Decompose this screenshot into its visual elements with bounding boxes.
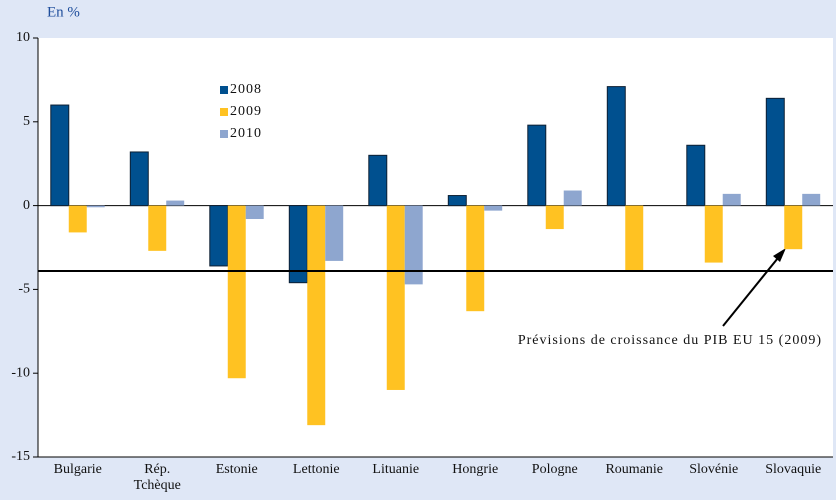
y-tick-label: -15 bbox=[11, 449, 30, 464]
x-tick-label: Rép. Tchèque bbox=[133, 462, 181, 493]
y-tick-label: -5 bbox=[18, 282, 30, 297]
y-tick-label: 0 bbox=[23, 198, 30, 213]
arrow-head bbox=[773, 248, 786, 262]
bar bbox=[227, 205, 246, 379]
bar bbox=[368, 154, 388, 207]
legend-swatch bbox=[220, 130, 228, 138]
bar bbox=[307, 205, 326, 426]
x-tick-label: Slovénie bbox=[689, 462, 739, 477]
bar bbox=[545, 205, 564, 230]
unit-label: En % bbox=[47, 4, 80, 20]
x-tick-label: Roumanie bbox=[605, 462, 664, 477]
x-tick-label: Bulgarie bbox=[53, 462, 102, 477]
bar bbox=[625, 205, 644, 271]
x-tick-label: Lituanie bbox=[372, 462, 420, 477]
legend-swatch bbox=[220, 108, 228, 116]
bar bbox=[784, 205, 803, 250]
y-tick-label: 5 bbox=[23, 114, 30, 129]
x-tick-label: Lettonie bbox=[292, 462, 340, 477]
legend-swatch bbox=[220, 86, 228, 94]
x-tick-label: Hongrie bbox=[452, 462, 499, 477]
y-tick-label: -10 bbox=[11, 365, 30, 380]
y-tick-label: 10 bbox=[16, 30, 30, 45]
bar bbox=[386, 205, 405, 390]
legend-label: 2009 bbox=[230, 104, 262, 119]
bar bbox=[466, 205, 485, 312]
plot-area bbox=[38, 38, 833, 457]
bar bbox=[245, 205, 264, 220]
bar bbox=[68, 205, 87, 233]
bar bbox=[722, 193, 741, 206]
x-tick-label: Pologne bbox=[531, 462, 578, 477]
bar bbox=[86, 205, 105, 208]
bar bbox=[129, 151, 149, 207]
bar bbox=[325, 205, 344, 261]
bar bbox=[148, 205, 167, 251]
bar bbox=[447, 195, 467, 207]
legend-label: 2008 bbox=[230, 82, 262, 97]
bar bbox=[50, 104, 70, 207]
bar bbox=[563, 190, 582, 206]
bar bbox=[686, 144, 706, 207]
bar bbox=[404, 205, 423, 285]
x-tick-label: Slovaquie bbox=[765, 462, 822, 477]
arrow bbox=[722, 252, 783, 327]
bar bbox=[704, 205, 723, 263]
legend-label: 2010 bbox=[230, 126, 262, 141]
bar bbox=[484, 205, 503, 211]
bar bbox=[606, 86, 626, 207]
bar bbox=[527, 124, 547, 207]
x-tick-label: Estonie bbox=[215, 462, 258, 477]
bar bbox=[765, 97, 785, 207]
bar bbox=[209, 205, 229, 267]
bar bbox=[802, 193, 821, 206]
reference-label: Prévisions de croissance du PIB EU 15 (2… bbox=[518, 333, 822, 348]
bar bbox=[166, 200, 185, 206]
